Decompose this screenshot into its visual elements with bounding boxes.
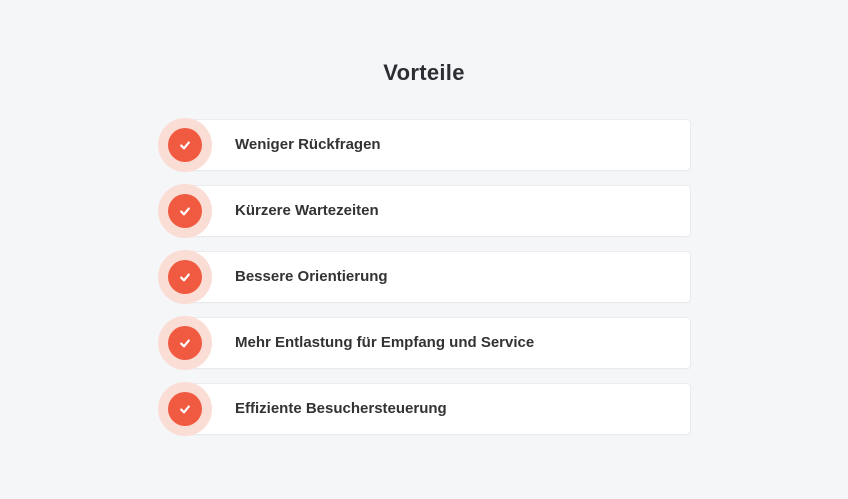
benefit-label: Bessere Orientierung: [235, 268, 388, 285]
benefit-card: Weniger Rückfragen: [158, 118, 690, 172]
benefit-label: Weniger Rückfragen: [235, 136, 381, 153]
benefit-card: Bessere Orientierung: [158, 250, 690, 304]
benefit-label: Effiziente Besuchersteuerung: [235, 400, 447, 417]
check-icon: [158, 184, 212, 238]
benefit-label: Kürzere Wartezeiten: [235, 202, 379, 219]
check-icon-circle: [168, 326, 202, 360]
benefit-label: Mehr Entlastung für Empfang und Service: [235, 334, 535, 351]
benefit-card: Kürzere Wartezeiten: [158, 184, 690, 238]
check-icon-circle: [168, 128, 202, 162]
check-icon-circle: [168, 194, 202, 228]
check-icon-circle: [168, 392, 202, 426]
benefits-list: Weniger Rückfragen Kürzere Wartezeiten: [158, 118, 690, 450]
check-icon-circle: [168, 260, 202, 294]
check-icon: [158, 316, 212, 370]
benefit-card: Mehr Entlastung für Empfang und Service: [158, 316, 690, 370]
check-icon: [158, 118, 212, 172]
section-title: Vorteile: [383, 60, 465, 85]
benefit-card: Effiziente Besuchersteuerung: [158, 382, 690, 436]
check-icon: [158, 250, 212, 304]
check-icon: [158, 382, 212, 436]
